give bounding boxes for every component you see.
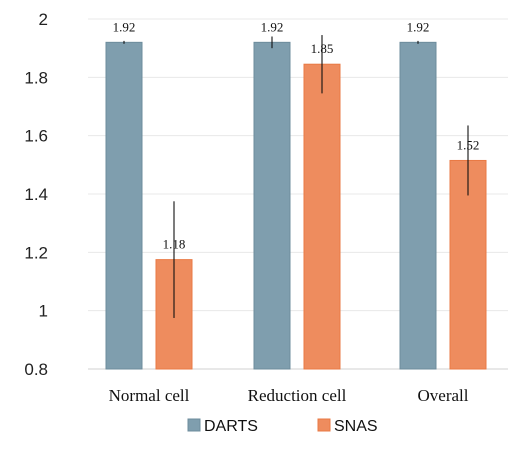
bar-darts-1 <box>253 41 291 370</box>
y-tick-label: 1.6 <box>24 127 48 146</box>
y-tick-label: 1.2 <box>24 243 48 262</box>
bar-snas-1 <box>303 63 341 370</box>
grid-lines <box>88 18 508 370</box>
y-tick-label: 1.4 <box>24 185 48 204</box>
y-axis-ticks: 0.8 1 1.2 1.4 1.6 1.8 2 <box>24 10 48 379</box>
data-label-darts-2: 1.92 <box>407 19 430 34</box>
legend-label-darts: DARTS <box>204 418 258 435</box>
data-label-darts-0: 1.92 <box>113 19 136 34</box>
data-label-snas-1: 1.85 <box>311 41 334 56</box>
data-labels: 1.92 1.92 1.92 1.18 1.85 1.52 <box>113 19 480 251</box>
x-tick-label: Overall <box>418 386 469 405</box>
y-tick-label: 0.8 <box>24 360 48 379</box>
data-label-snas-2: 1.52 <box>457 137 480 152</box>
legend-label-snas: SNAS <box>334 418 378 435</box>
legend-swatch-darts <box>187 418 201 432</box>
legend-swatch-snas <box>317 418 331 432</box>
y-tick-label: 1 <box>39 302 48 321</box>
data-label-snas-0: 1.18 <box>163 237 186 252</box>
bar-darts-0 <box>105 41 143 370</box>
bars <box>105 41 487 370</box>
y-tick-label: 2 <box>39 10 48 29</box>
legend: DARTS SNAS <box>187 418 378 435</box>
x-axis-ticks: Normal cell Reduction cell Overall <box>109 386 469 405</box>
x-tick-label: Normal cell <box>109 386 190 405</box>
data-label-darts-1: 1.92 <box>261 19 284 34</box>
bar-darts-2 <box>399 41 437 370</box>
x-tick-label: Reduction cell <box>248 386 347 405</box>
error-bars <box>123 35 469 318</box>
y-tick-label: 1.8 <box>24 68 48 87</box>
